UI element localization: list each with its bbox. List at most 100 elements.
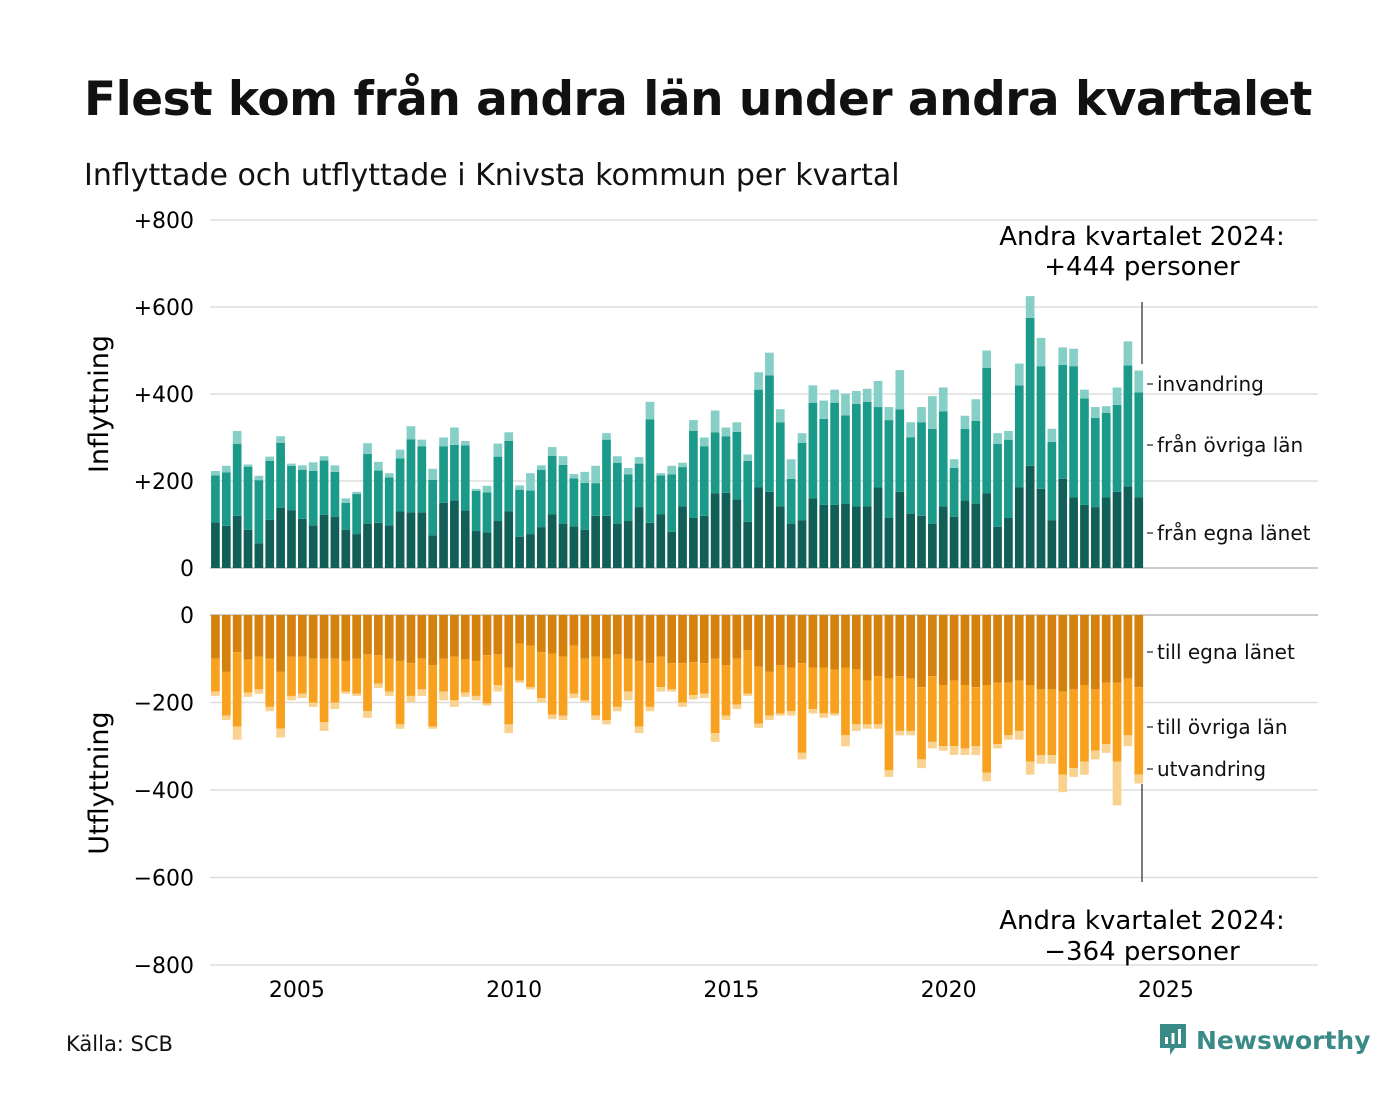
inflow-bar-own [754,487,763,568]
inflow-bar-abroad [330,465,340,472]
outflow-bar-other [775,665,785,714]
inflow-bar-other [721,436,731,493]
inflow-bar-other [689,430,698,518]
outflow-bar-abroad [482,703,492,706]
inflow-bar-other [993,444,1002,527]
inflow-bar-own [319,514,329,568]
inflow-bar-own [623,521,633,568]
outflow-bar-abroad [1112,761,1122,806]
x-tick-label: 2015 [703,978,759,1003]
outflow-bar-other [667,663,677,690]
outflow-bar-abroad [330,702,340,710]
inflow-bar-abroad [211,470,220,476]
inflow-bar-own [243,529,253,568]
outflow-highlight-value: −364 personer [1044,937,1240,967]
inflow-bar-other [536,469,546,528]
outflow-bar-abroad [851,724,861,731]
outflow-bar-abroad [808,709,818,714]
inflow-bar-own [982,493,992,568]
outflow-bar-abroad [591,715,600,720]
outflow-bar-abroad [547,714,557,720]
inflow-bar-own [1101,497,1111,568]
outflow-highlight-title: Andra kvartalet 2024: [999,906,1284,936]
inflow-bar-own [287,510,296,568]
outflow-bar-other [1090,689,1100,751]
inflow-bar-abroad [634,457,644,464]
inflow-bar-abroad [428,468,438,480]
outflow-bar-abroad [460,692,470,697]
inflow-bar-other [699,446,709,516]
outflow-bar-other [808,667,818,710]
inflow-bar-abroad [558,456,568,465]
inflow-bar-other [287,465,296,511]
inflow-bar-abroad [221,465,231,473]
inflow-bar-abroad [884,407,894,421]
outflow-bar-other [319,658,329,723]
outflow-bar-other [906,678,915,731]
outflow-bar-own [308,615,318,659]
outflow-bar-own [797,615,807,664]
outflow-bar-own [808,615,818,668]
outflow-bar-other [450,656,459,701]
inflow-bar-other [1123,365,1133,487]
inflow-bar-own [265,519,275,568]
inflow-bar-other [732,431,742,500]
outflow-bar-other [384,658,394,692]
outflow-bar-other [743,650,753,694]
inflow-bar-own [1090,507,1100,568]
x-tick-label: 2005 [269,978,325,1003]
inflow-bar-own [721,492,731,568]
inflow-bar-own [1058,478,1068,568]
outflow-bar-own [450,615,459,657]
label-fran-egna-lanet: från egna länet [1157,521,1311,545]
outflow-bar-own [1058,615,1068,692]
outflow-bar-abroad [395,724,405,729]
inflow-bar-other [884,420,894,518]
inflow-bar-own [1014,487,1024,568]
outflow-bar-abroad [884,770,894,777]
outflow-bar-own [276,615,285,672]
inflow-bar-abroad [471,488,481,492]
inflow-bar-own [938,506,948,568]
inflow-bar-other [526,490,535,535]
outflow-bar-other [254,656,264,690]
outflow-bar-other [591,656,600,716]
inflow-bar-other [1134,392,1144,498]
outflow-bar-own [417,615,427,659]
inflow-bar-other [547,455,557,515]
inflow-bar-abroad [450,427,459,445]
outflow-bar-other [308,658,318,703]
outflow-bar-other [819,667,829,714]
inflow-bar-abroad [1025,296,1035,318]
inflow-bar-abroad [569,474,579,479]
outflow-bar-own [1090,615,1100,690]
outflow-bar-abroad [515,680,524,683]
inflow-bar-other [221,472,231,526]
outflow-bar-own [428,615,438,666]
outflow-bar-other [689,662,698,696]
inflow-bar-abroad [504,432,514,441]
inflow-bar-abroad [917,407,926,423]
outflow-bar-own [1036,615,1046,690]
inflow-bar-other [569,478,579,527]
outflow-bar-other [276,671,285,729]
outflow-gridlines [210,614,1318,966]
inflow-bar-own [1047,520,1057,568]
inflow-bar-abroad [938,387,948,412]
inflow-bar-other [363,454,372,524]
outflow-bar-abroad [732,704,742,710]
inflow-bar-own [851,506,861,568]
inflow-bar-other [754,389,763,488]
outflow-bar-other [297,656,307,694]
inflow-bar-own [417,512,427,568]
outflow-bar-abroad [450,700,459,707]
inflow-bar-abroad [591,465,600,484]
side-label-ticks [1147,383,1153,770]
outflow-bar-own [254,615,264,657]
inflow-bar-abroad [384,473,394,478]
outflow-bar-own [993,615,1002,683]
outflow-bar-other [786,667,796,712]
outflow-bar-abroad [689,695,698,700]
outflow-bar-other [558,656,568,716]
outflow-bar-other [1069,689,1078,769]
